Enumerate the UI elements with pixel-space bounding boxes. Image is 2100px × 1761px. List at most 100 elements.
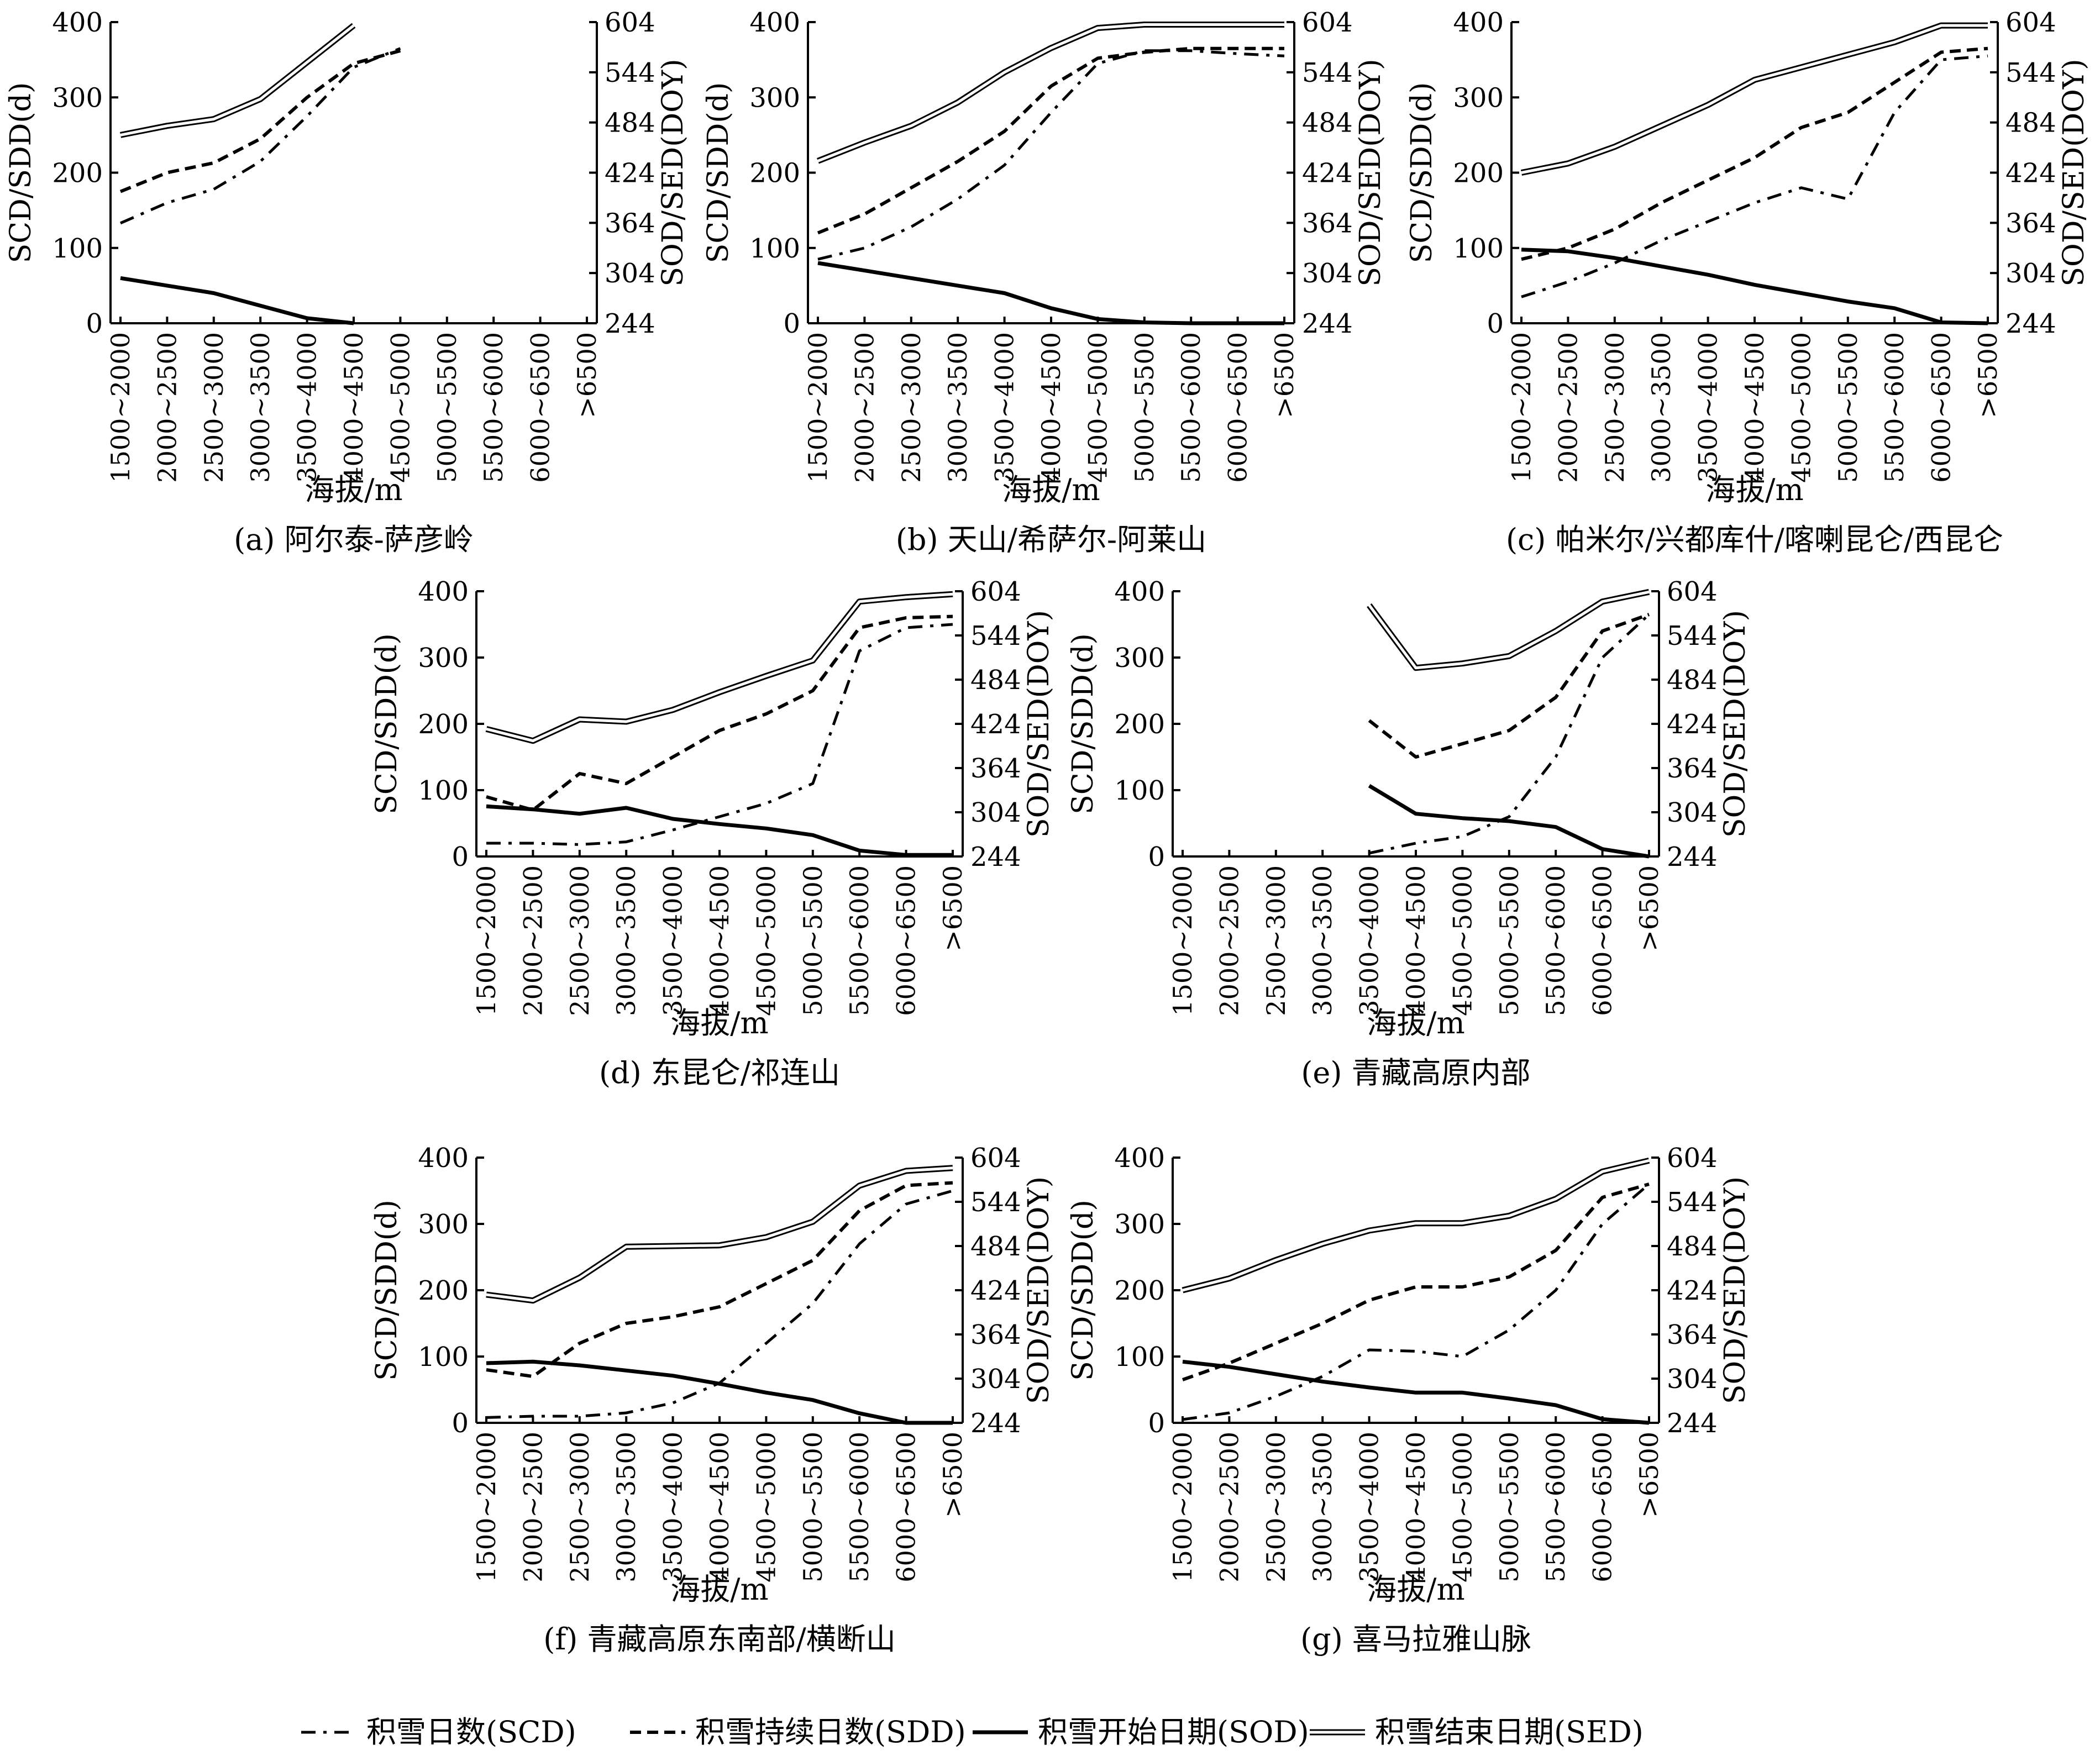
series-line-sdd: [486, 614, 953, 812]
x-tick-label: >6500: [938, 865, 968, 952]
legend-item-sod: 积雪开始日期(SOD): [973, 1715, 1309, 1749]
legend-label: 积雪结束日期(SED): [1375, 1715, 1644, 1749]
y-right-tick-label: 604: [2006, 7, 2056, 38]
y-right-tick-label: 484: [970, 1231, 1021, 1262]
x-tick-label: >6500: [1634, 1432, 1664, 1518]
panel-title: (g) 喜马拉雅山脉: [1300, 1622, 1531, 1657]
y-left-tick-label: 100: [418, 1342, 469, 1373]
x-tick-label: 5500~6000: [1880, 332, 1909, 483]
y-left-tick-label: 0: [1148, 842, 1165, 872]
x-tick-label: 2500~3000: [565, 865, 595, 1016]
y-left-tick-label: 300: [1114, 1209, 1165, 1240]
x-tick-label: 4000~4500: [705, 1432, 734, 1583]
series-line-scd: [1369, 613, 1650, 855]
y-left-tick-label: 400: [52, 7, 103, 38]
x-tick-label: 2500~3000: [565, 1432, 595, 1583]
series-line-sod: [120, 276, 354, 325]
chart-panel-b: 0 100 200 300 400 244 304 364 424 484 544 604 1500~2…: [702, 7, 1387, 557]
series-line-sod: [486, 804, 953, 857]
y-right-tick-label: 424: [2006, 158, 2056, 189]
y-right-tick-label: 244: [1302, 308, 1353, 339]
y-left-tick-label: 0: [1487, 308, 1504, 339]
y-right-tick-label: 304: [970, 797, 1021, 828]
series-line-sed-outer: [486, 1165, 953, 1304]
y-right-tick-label: 604: [970, 1143, 1021, 1174]
x-tick-label: 3000~3500: [1646, 332, 1676, 483]
series-line-scd: [817, 49, 1285, 261]
panel-title: (a) 阿尔泰-萨彦岭: [234, 522, 474, 557]
y-left-tick-label: 200: [52, 158, 103, 189]
y-left-tick-label: 200: [418, 709, 469, 740]
y-right-tick-label: 604: [605, 7, 655, 38]
y-right-tick-label: 364: [605, 208, 655, 239]
y-left-tick-label: 100: [1114, 775, 1165, 806]
y-right-tick-label: 424: [970, 709, 1021, 740]
y-right-tick-label: 304: [605, 258, 655, 289]
y-right-tick-label: 604: [1667, 576, 1718, 607]
x-tick-label: 3000~3500: [1308, 865, 1337, 1016]
x-tick-label: 3500~4000: [292, 332, 322, 483]
y-right-tick-label: 544: [1667, 621, 1718, 651]
x-tick-label: >6500: [1634, 865, 1664, 952]
y-left-tick-label: 100: [749, 233, 800, 264]
x-tick-label: 5500~6000: [1541, 865, 1571, 1016]
series-line-sed-outer: [1520, 22, 1988, 176]
x-tick-label: 4500~5000: [385, 332, 415, 483]
y-right-tick-label: 424: [970, 1275, 1021, 1306]
x-tick-label: 5000~5500: [798, 1432, 828, 1583]
series-line-sed-inner: [486, 1166, 953, 1302]
x-tick-label: 6000~6500: [1588, 865, 1618, 1016]
x-tick-label: 3500~4000: [658, 1432, 688, 1583]
x-tick-label: 5000~5500: [798, 865, 828, 1016]
x-tick-label: 2000~2500: [518, 865, 548, 1016]
series-line-sdd: [119, 49, 401, 193]
series-line-scd: [486, 623, 953, 846]
series-line-scd: [120, 47, 401, 225]
y-right-tick-label: 544: [970, 1187, 1021, 1218]
series-line-sdd: [1521, 46, 1988, 261]
x-tick-label: 3000~3500: [611, 865, 641, 1016]
x-tick-label: 6000~6500: [1223, 332, 1253, 483]
y-left-tick-label: 300: [749, 82, 800, 113]
y-left-axis-title: SCD/SDD(d): [1067, 1200, 1100, 1381]
x-tick-label: 3500~4000: [1693, 332, 1723, 483]
chart-panel-g: 0 100 200 300 400 244 304 364 424 484 544 604 1500~2…: [1067, 1143, 1752, 1657]
y-right-tick-label: 364: [970, 753, 1021, 784]
x-tick-label: 3000~3500: [1308, 1432, 1337, 1583]
y-right-tick-label: 544: [605, 57, 655, 88]
x-tick-label: 2500~3000: [1261, 865, 1291, 1016]
y-left-tick-label: 200: [1114, 709, 1165, 740]
x-tick-label: 4000~4500: [1740, 332, 1770, 483]
x-tick-label: 4000~4500: [705, 865, 734, 1016]
x-tick-label: 4500~5000: [1083, 332, 1112, 483]
x-tick-label: 2500~3000: [199, 332, 229, 483]
y-right-tick-label: 544: [1667, 1187, 1718, 1218]
x-tick-label: 4500~5000: [1447, 865, 1477, 1016]
y-right-tick-label: 244: [970, 842, 1021, 872]
x-tick-label: 6000~6500: [1588, 1432, 1618, 1583]
x-tick-label: 1500~2000: [803, 332, 833, 483]
y-right-tick-label: 604: [970, 576, 1021, 607]
y-right-tick-label: 484: [970, 665, 1021, 696]
y-right-tick-label: 304: [1302, 258, 1353, 289]
y-left-tick-label: 100: [52, 233, 103, 264]
x-axis-title: 海拔/m: [1367, 1572, 1464, 1607]
y-left-tick-label: 0: [86, 308, 103, 339]
panel-title: (f) 青藏高原东南部/横断山: [543, 1622, 895, 1657]
series-line-sod: [1182, 1359, 1650, 1425]
x-tick-label: 5000~5500: [432, 332, 462, 483]
series-line-sod: [817, 261, 1284, 325]
x-tick-label: 5000~5500: [1130, 332, 1159, 483]
legend-item-scd: 积雪日数(SCD): [301, 1715, 576, 1749]
y-right-tick-label: 424: [1302, 158, 1353, 189]
y-left-axis-title: SCD/SDD(d): [4, 82, 38, 264]
y-right-tick-label: 244: [605, 308, 655, 339]
series-line-sed-inner: [486, 592, 953, 743]
y-left-axis-title: SCD/SDD(d): [702, 82, 735, 264]
x-tick-label: 4500~5000: [1447, 1432, 1477, 1583]
panel-title: (c) 帕米尔/兴都库什/喀喇昆仑/西昆仑: [1506, 522, 2003, 557]
x-tick-label: 2000~2500: [152, 332, 182, 483]
x-tick-label: 5000~5500: [1494, 865, 1524, 1016]
series-line-sod: [1368, 784, 1650, 859]
y-right-tick-label: 244: [1667, 1408, 1718, 1439]
